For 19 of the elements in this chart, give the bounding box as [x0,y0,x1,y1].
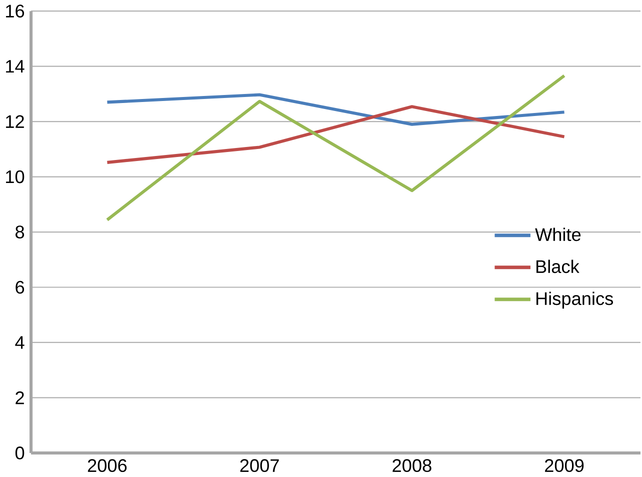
legend-label: Hispanics [536,292,613,309]
x-tick-label: 2007 [240,459,279,472]
x-tick-label: 2006 [88,459,127,472]
line-series [106,105,566,164]
y-tick-label: 16 [6,4,24,18]
y-tick-label: 10 [6,170,24,184]
line-series [106,93,566,126]
y-tick-label: 0 [15,446,24,460]
y-tick-label: 8 [16,226,24,239]
y-tick-label: 14 [6,60,24,73]
legend-label: White [535,228,581,242]
y-tick-label: 6 [16,280,24,294]
y-tick-label: 2 [16,392,24,404]
x-tick-label: 2008 [392,459,432,472]
y-tick-label: 4 [15,336,24,349]
legend-label: Black [536,260,580,274]
line-series [106,74,566,222]
x-tick-label: 2009 [545,459,584,472]
y-tick-label: 12 [6,115,24,128]
